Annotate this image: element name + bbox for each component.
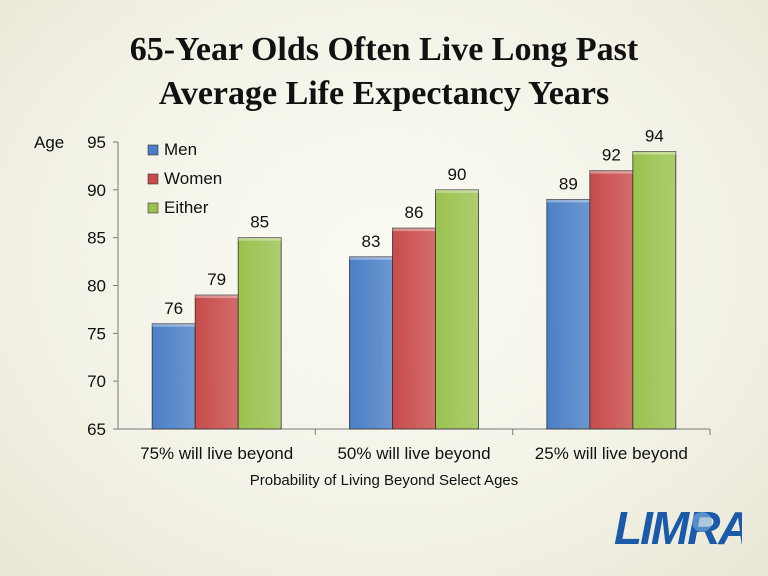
- bar-highlight: [195, 295, 239, 299]
- data-label: 83: [362, 232, 381, 251]
- legend-swatch-men: [147, 144, 159, 156]
- data-label: 89: [559, 174, 578, 193]
- data-label: 76: [164, 299, 183, 318]
- bar-either: [632, 151, 677, 430]
- bar-men: [151, 323, 196, 430]
- chart-title: 65-Year Olds Often Live Long Past Averag…: [0, 28, 768, 116]
- y-tick-label: 65: [87, 420, 106, 439]
- x-tick-label: 75% will live beyond: [140, 444, 293, 463]
- data-label: 86: [405, 203, 424, 222]
- data-label: 92: [602, 146, 621, 165]
- y-tick-label: 70: [87, 372, 106, 391]
- data-label: 79: [207, 270, 226, 289]
- bar-highlight: [152, 323, 196, 327]
- title-line-1: 65-Year Olds Often Live Long Past: [129, 31, 639, 68]
- limra-logo-text: LIMRA: [614, 502, 742, 550]
- bar-highlight: [632, 151, 676, 155]
- bar-highlight: [589, 170, 633, 174]
- bar-either: [435, 189, 479, 430]
- bar-highlight: [546, 199, 590, 203]
- bar-either: [237, 237, 282, 430]
- legend-label-women: Women: [164, 169, 222, 188]
- legend-label-either: Either: [164, 198, 209, 217]
- bar-women: [194, 294, 239, 430]
- title-line-2: Average Life Expectancy Years: [158, 75, 610, 112]
- bar-men: [349, 256, 393, 430]
- bar-men: [546, 198, 591, 430]
- y-tick-label: 80: [87, 277, 106, 296]
- y-tick-label: 90: [87, 181, 106, 200]
- y-tick-label: 85: [87, 229, 106, 248]
- legend-label-men: Men: [164, 140, 197, 159]
- bar-highlight: [435, 189, 479, 193]
- data-label: 90: [448, 165, 467, 184]
- y-tick-label: 95: [87, 133, 106, 152]
- bar-highlight: [238, 237, 282, 241]
- bar-women: [589, 170, 634, 430]
- bar-highlight: [349, 256, 393, 260]
- x-axis-label: Probability of Living Beyond Select Ages: [250, 472, 519, 489]
- x-tick-label: 50% will live beyond: [337, 444, 490, 463]
- limra-logo: LIMRA: [614, 502, 742, 550]
- y-axis-label: Age: [34, 133, 64, 152]
- legend-swatch-women: [147, 173, 159, 185]
- data-label: 85: [250, 213, 269, 232]
- data-label: 94: [645, 127, 664, 146]
- bar-highlight: [392, 228, 436, 232]
- bar-women: [392, 227, 436, 430]
- legend-swatch-either: [147, 202, 159, 214]
- x-tick-label: 25% will live beyond: [535, 444, 688, 463]
- y-tick-label: 75: [87, 324, 106, 343]
